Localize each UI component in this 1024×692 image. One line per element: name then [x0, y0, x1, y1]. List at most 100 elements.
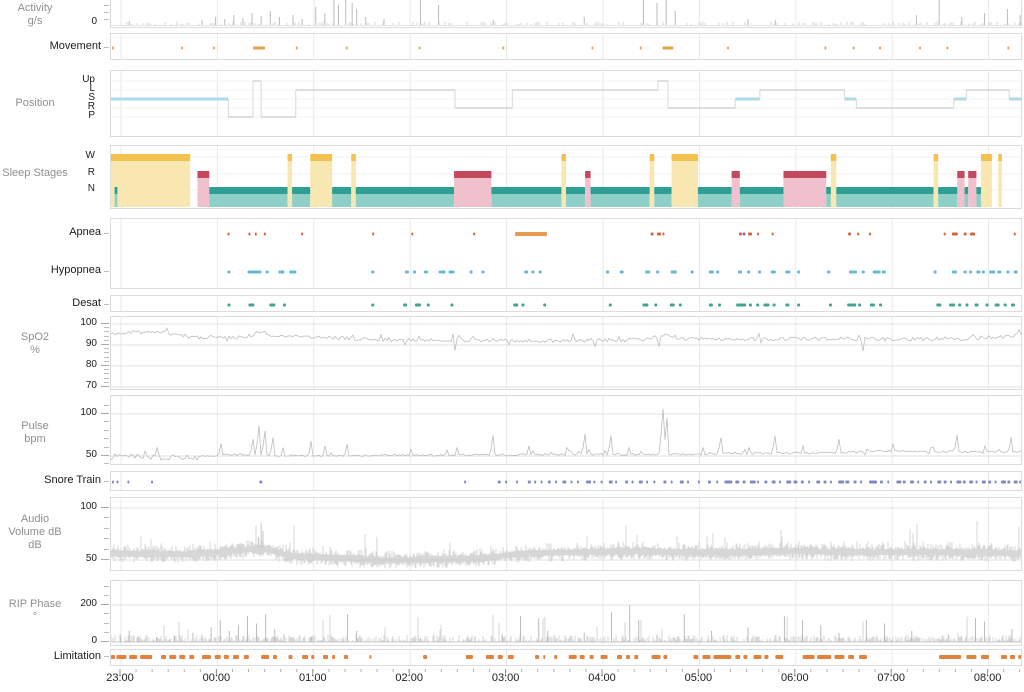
axis-tick — [104, 348, 109, 350]
axis-tick — [104, 538, 109, 540]
sleep-stages-panel[interactable] — [110, 145, 1022, 209]
axis-tick — [104, 339, 109, 341]
time-label-0200: 02:00 — [395, 672, 423, 684]
rip-plot[interactable] — [111, 581, 1021, 645]
axis-tick — [101, 641, 109, 642]
audio-plot[interactable] — [111, 498, 1021, 570]
spo2-plot[interactable] — [111, 317, 1021, 389]
apnea-hypopnea-panel[interactable] — [110, 218, 1022, 289]
limitation-plot[interactable] — [111, 650, 1021, 665]
desat-panel[interactable] — [110, 295, 1022, 312]
rip-phase-panel[interactable] — [110, 580, 1022, 646]
axis-tick — [104, 381, 109, 383]
snore-train-panel[interactable] — [110, 471, 1022, 491]
time-label-0700: 07:00 — [877, 672, 905, 684]
axis-tick — [104, 19, 109, 20]
axis-tick — [104, 369, 109, 371]
time-label-0400: 04:00 — [588, 672, 616, 684]
axis-tick — [104, 622, 109, 624]
rip-tick-0: 0 — [91, 635, 97, 646]
axis-tick — [104, 404, 109, 406]
channel-label-activity: Activity g/s — [17, 2, 53, 27]
sleep-tick-W: W — [85, 150, 95, 161]
axis-tick — [104, 233, 109, 234]
axis-tick — [101, 323, 109, 324]
audio-volume-panel[interactable] — [110, 497, 1022, 571]
axis-tick — [104, 594, 109, 596]
axis-tick — [104, 271, 109, 272]
position-tick-L: L — [89, 83, 95, 94]
time-label-0300: 03:00 — [491, 672, 520, 684]
time-label-0800: 08:00 — [973, 672, 1002, 684]
axis-tick — [104, 429, 109, 431]
axis-tick — [104, 304, 109, 305]
spo2-panel[interactable] — [110, 316, 1022, 390]
axis-tick — [104, 613, 109, 615]
snore-plot[interactable] — [111, 472, 1021, 490]
axis-tick — [104, 463, 109, 465]
position-tick-Up: Up — [82, 74, 95, 85]
axis-tick — [104, 335, 109, 337]
channel-label-spo2: SpO2% — [20, 331, 50, 356]
axis-tick — [104, 656, 109, 657]
axis-tick — [104, 421, 109, 423]
movement-plot[interactable] — [111, 34, 1021, 59]
spo2-tick-70: 70 — [85, 380, 97, 391]
time-axis — [110, 666, 1022, 676]
axis-tick — [104, 360, 109, 362]
movement-panel[interactable] — [110, 33, 1022, 60]
spo2-tick-80: 80 — [85, 359, 97, 370]
axis-tick — [101, 604, 109, 605]
spo2-tick-90: 90 — [85, 338, 97, 349]
channel-label-movement: Movement — [49, 40, 101, 52]
audio-tick-100: 100 — [80, 501, 97, 512]
axis-tick — [101, 559, 109, 560]
axis-tick — [101, 365, 109, 366]
axis-tick — [104, 5, 109, 6]
axis-tick — [104, 327, 109, 329]
channel-label-position: Position — [15, 97, 55, 109]
activity-plot[interactable] — [111, 0, 1021, 26]
position-tick-S: S — [88, 92, 95, 103]
channel-label-apnea: Apnea — [69, 226, 101, 238]
axis-tick — [101, 386, 109, 387]
axis-tick — [104, 527, 109, 529]
axis-tick — [104, 331, 109, 333]
pulse-tick-100: 100 — [80, 407, 97, 418]
sleep-tick-R: R — [87, 167, 95, 178]
audio-tick-50: 50 — [85, 553, 97, 564]
pulse-panel[interactable] — [110, 395, 1022, 465]
position-plot[interactable] — [111, 71, 1021, 136]
position-tick-R: R — [87, 101, 95, 112]
desat-plot[interactable] — [111, 296, 1021, 311]
time-label-0500: 05:00 — [684, 672, 713, 684]
axis-tick — [104, 352, 109, 354]
channel-label-hypopnea: Hypopnea — [50, 264, 101, 276]
sleep-plot[interactable] — [111, 146, 1021, 208]
time-label-0100: 01:00 — [299, 672, 327, 684]
axis-tick — [101, 455, 109, 456]
position-tick-P: P — [88, 110, 95, 121]
time-label-0000: 00:00 — [202, 672, 231, 684]
spo2-tick-100: 100 — [80, 317, 97, 328]
axis-tick — [104, 356, 109, 358]
axis-tick — [104, 377, 109, 379]
axis-tick — [104, 47, 109, 48]
channel-label-pulse: Pulse bpm — [21, 420, 49, 445]
channel-label-snore-train: Snore Train — [44, 474, 101, 486]
pulse-plot[interactable] — [111, 396, 1021, 464]
axis-tick — [104, 548, 109, 550]
activity-panel[interactable] — [110, 0, 1022, 28]
time-axis-ticks — [119, 669, 1021, 675]
axis-tick — [104, 631, 109, 633]
axis-tick — [101, 413, 109, 414]
axis-tick — [104, 446, 109, 448]
channel-label-rip-phase: RIP Phase ° — [8, 598, 62, 623]
position-panel[interactable] — [110, 70, 1022, 137]
rip-tick-200: 200 — [80, 598, 97, 609]
channel-label-limitation: Limitation — [53, 650, 101, 662]
ah-plot[interactable] — [111, 219, 1021, 288]
limitation-panel[interactable] — [110, 649, 1022, 666]
axis-tick — [104, 12, 109, 13]
